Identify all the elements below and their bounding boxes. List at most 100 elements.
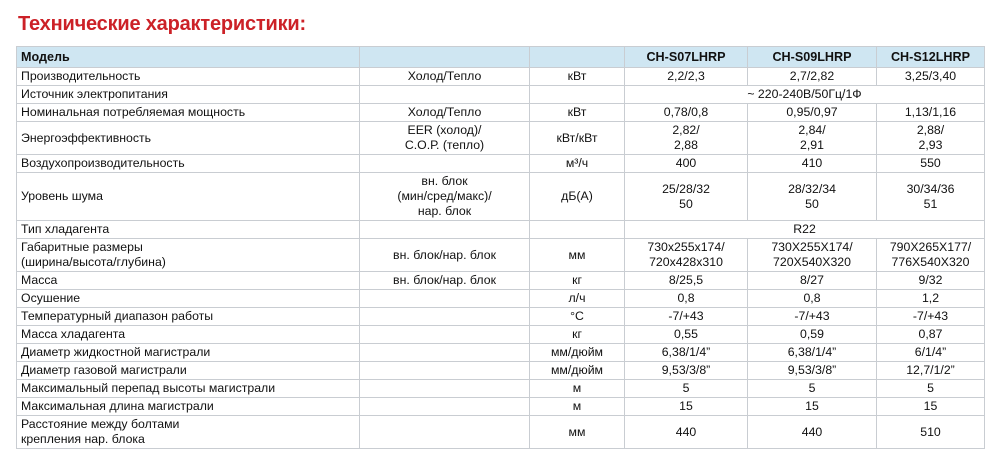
value-cell-model-1: 9,53/3/8” [624,361,748,380]
qualifier [359,85,530,104]
table-row: Энергоэффективность EER (холод)/ С.О.Р. (… [16,121,985,155]
qualifier: Холод/Тепло [359,103,530,122]
value-cell-model-2: 2,7/2,82 [747,67,877,86]
label: Масса хладагента [16,325,360,344]
table-row: Диаметр жидкостной магистрали мм/дюйм 6,38… [16,343,985,362]
value-cell-model-3: 510 [876,415,985,449]
value-cell-model-2: -7/+43 [747,307,877,326]
unit: кг [529,325,625,344]
label: Диаметр газовой магистрали [16,361,360,380]
unit: мм [529,238,625,272]
qualifier: вн. блок/нар. блок [359,271,530,290]
value-cell-model-3: 15 [876,397,985,416]
value-cell-model-2: 410 [747,154,877,173]
value-cell-model-2: 730X255X174/ 720X540X320 [747,238,877,272]
value-cell-model-3: 1,13/1,16 [876,103,985,122]
table-row: Производительность Холод/Тепло кВт 2,2/2,3 2… [16,67,985,86]
qualifier [359,154,530,173]
header-label: Модель [16,46,360,68]
unit: кВт/кВт [529,121,625,155]
value-cell-model-1: -7/+43 [624,307,748,326]
unit: мм/дюйм [529,361,625,380]
unit: кВт [529,103,625,122]
value-cell-model-3: 790X265X177/ 776X540X320 [876,238,985,272]
qualifier: вн. блок (мин/сред/макс)/ нар. блок [359,172,530,221]
value-cell-model-2: 5 [747,379,877,398]
value-cell-model-1: 0,55 [624,325,748,344]
qualifier [359,415,530,449]
unit: л/ч [529,289,625,308]
page-title: Технические характеристики: [18,13,306,35]
header-model-1: CH-S07LHRP [624,46,748,68]
header-model-2: CH-S09LHRP [747,46,877,68]
header-row: Модель CH-S07LHRP CH-S09LHRP CH-S12LHRP [16,46,985,68]
header-unit [529,46,625,68]
table-row: Источник электропитания ~ 220-240В/50Гц/1… [16,85,985,104]
table-row: Максимальная длина магистрали м 15 15 15 [16,397,985,416]
value-cell-model-3: 2,88/ 2,93 [876,121,985,155]
value-cell-model-3: 6/1/4” [876,343,985,362]
value-cell-model-1: 8/25,5 [624,271,748,290]
value-cell-model-3: 550 [876,154,985,173]
value-cell-model-3: 1,2 [876,289,985,308]
qualifier: вн. блок/нар. блок [359,238,530,272]
label: Номинальная потребляемая мощность [16,103,360,122]
qualifier: EER (холод)/ С.О.Р. (тепло) [359,121,530,155]
table-row: Масса вн. блок/нар. блок кг 8/25,5 8/27 9/32 [16,271,985,290]
unit [529,220,625,239]
value-cell-model-1: 400 [624,154,748,173]
value-cell-model-3: 12,7/1/2” [876,361,985,380]
value-cell-model-2: 28/32/34 50 [747,172,877,221]
value-cell-model-2: 0,95/0,97 [747,103,877,122]
value-cell-model-2: 8/27 [747,271,877,290]
value-cell-model-2: 6,38/1/4” [747,343,877,362]
unit: °С [529,307,625,326]
qualifier: Холод/Тепло [359,67,530,86]
value-cell-model-2: 440 [747,415,877,449]
label: Осушение [16,289,360,308]
qualifier [359,307,530,326]
value-cell-model-3: 9/32 [876,271,985,290]
unit: кВт [529,67,625,86]
table-header: Модель CH-S07LHRP CH-S09LHRP CH-S12LHRP [16,46,985,68]
header-qualifier [359,46,530,68]
label: Воздухопроизводительность [16,154,360,173]
value-cell-model-1: 2,2/2,3 [624,67,748,86]
table-row: Воздухопроизводительность м³/ч 400 410 550 [16,154,985,173]
table-row: Осушение л/ч 0,8 0,8 1,2 [16,289,985,308]
value-cell-model-1: 15 [624,397,748,416]
value-cell-model-3: 30/34/36 51 [876,172,985,221]
qualifier [359,361,530,380]
value-cell-model-2: 0,59 [747,325,877,344]
table-row: Уровень шума вн. блок (мин/сред/макс)/ на… [16,172,985,221]
unit: мм/дюйм [529,343,625,362]
table-row: Расстояние между болтами крепления нар. … [16,415,985,449]
unit [529,85,625,104]
qualifier [359,325,530,344]
label: Уровень шума [16,172,360,221]
value-cell-model-2: 15 [747,397,877,416]
value-cell-model-3: 3,25/3,40 [876,67,985,86]
value-cell-all-models: R22 [624,220,985,239]
value-cell-model-1: 0,78/0,8 [624,103,748,122]
value-cell-model-3: 5 [876,379,985,398]
header-model-3: CH-S12LHRP [876,46,985,68]
label: Максимальная длина магистрали [16,397,360,416]
qualifier [359,289,530,308]
label: Диаметр жидкостной магистрали [16,343,360,362]
unit: кг [529,271,625,290]
value-cell-model-1: 440 [624,415,748,449]
value-cell-all-models: ~ 220-240В/50Гц/1Ф [624,85,985,104]
label: Энергоэффективность [16,121,360,155]
value-cell-model-1: 25/28/32 50 [624,172,748,221]
table-body: Производительность Холод/Тепло кВт 2,2/2,3 2… [16,67,985,449]
unit: дБ(А) [529,172,625,221]
value-cell-model-1: 6,38/1/4” [624,343,748,362]
qualifier [359,379,530,398]
value-cell-model-3: 0,87 [876,325,985,344]
qualifier [359,343,530,362]
value-cell-model-1: 5 [624,379,748,398]
specifications-table: Модель CH-S07LHRP CH-S09LHRP CH-S12LHRP … [16,46,985,449]
value-cell-model-1: 730x255x174/ 720x428x310 [624,238,748,272]
